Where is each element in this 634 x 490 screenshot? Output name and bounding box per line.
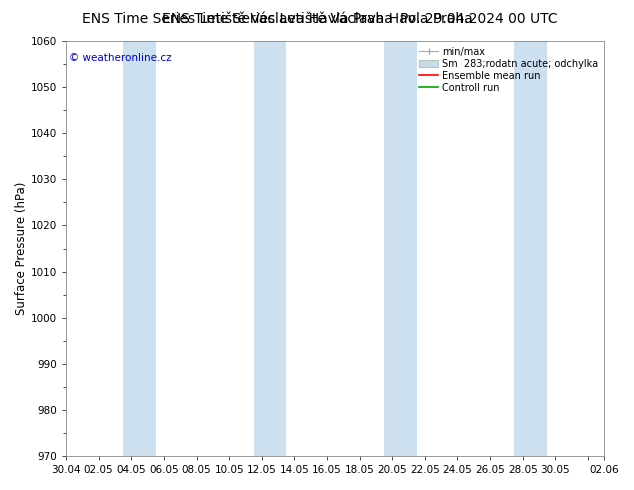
- Text: ENS Time Series Letiště Václava Havla Praha: ENS Time Series Letiště Václava Havla Pr…: [162, 12, 472, 26]
- Legend: min/max, Sm  283;rodatn acute; odchylka, Ensemble mean run, Controll run: min/max, Sm 283;rodatn acute; odchylka, …: [416, 44, 601, 96]
- Bar: [515, 41, 547, 456]
- Bar: [384, 41, 417, 456]
- Text: Po. 29.04.2024 00 UTC: Po. 29.04.2024 00 UTC: [400, 12, 558, 26]
- Y-axis label: Surface Pressure (hPa): Surface Pressure (hPa): [15, 182, 28, 315]
- Text: © weatheronline.cz: © weatheronline.cz: [68, 53, 171, 64]
- Bar: [254, 41, 286, 456]
- Text: ENS Time Series Letiště Václava Havla Praha: ENS Time Series Letiště Václava Havla Pr…: [82, 12, 393, 26]
- Title: ENS Time Series Letiště Václava Havla Praha    Po. 29.04.2024 00 UTC: ENS Time Series Letiště Václava Havla Pr…: [0, 489, 1, 490]
- Bar: [123, 41, 156, 456]
